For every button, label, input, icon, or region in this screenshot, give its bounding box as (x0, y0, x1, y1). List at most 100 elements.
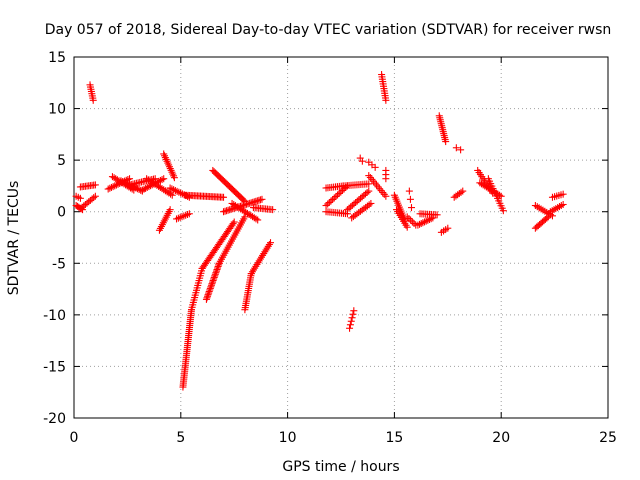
data-point (214, 264, 222, 272)
y-tick-label: -5 (52, 256, 66, 272)
data-point (330, 194, 338, 202)
data-point (112, 181, 120, 189)
data-point (109, 183, 117, 191)
data-point (417, 220, 425, 228)
data-point (252, 215, 260, 223)
data-point (215, 261, 223, 269)
data-point (380, 190, 388, 198)
x-tick-labels: 0 5 10 15 20 25 (70, 430, 617, 446)
data-point (269, 206, 277, 214)
data-point (405, 215, 413, 223)
data-point (145, 183, 153, 191)
y-tick-label: 5 (57, 153, 66, 169)
plot-frame (73, 56, 609, 419)
x-tick-label: 10 (279, 430, 297, 446)
data-point (371, 179, 379, 187)
data-point (258, 195, 266, 203)
data-point (207, 283, 215, 291)
x-axis-label: GPS time / hours (282, 459, 399, 475)
data-point (373, 181, 381, 189)
data-point (241, 213, 249, 221)
data-point (419, 219, 427, 227)
data-point (433, 211, 441, 219)
x-tick-label: 25 (599, 430, 617, 446)
data-point (104, 185, 112, 193)
data-point (416, 220, 424, 228)
data-point (374, 183, 382, 191)
data-point (156, 176, 164, 184)
data-point (371, 163, 379, 171)
data-point (89, 96, 97, 104)
data-point (403, 223, 411, 231)
data-point (76, 194, 84, 202)
data-point (379, 188, 387, 196)
data-point (414, 221, 422, 229)
data-point (106, 184, 114, 192)
data-point (170, 174, 178, 182)
data-point (368, 175, 376, 183)
x-tick-label: 0 (70, 430, 79, 446)
data-point (365, 180, 373, 188)
data-point (158, 176, 166, 184)
data-point (142, 184, 150, 192)
y-tick-label: 0 (57, 205, 66, 221)
data-point (346, 321, 354, 329)
data-point (403, 213, 411, 221)
data-point (208, 280, 216, 288)
data-point (338, 186, 346, 194)
data-point (214, 262, 222, 270)
data-point (166, 184, 174, 192)
data-point (422, 217, 430, 225)
data-point (332, 192, 340, 200)
data-point (170, 186, 178, 194)
data-point (204, 292, 212, 300)
data-point (117, 177, 125, 185)
data-point (220, 193, 228, 201)
data-point (365, 201, 373, 209)
data-point (175, 188, 183, 196)
data-point (209, 278, 217, 286)
data-point (206, 286, 214, 294)
data-point (349, 310, 357, 318)
data-point (91, 192, 99, 200)
data-point (166, 206, 174, 214)
chart-title: Day 057 of 2018, Sidereal Day-to-day VTE… (45, 22, 612, 38)
data-point (209, 277, 217, 285)
data-point (365, 172, 373, 180)
data-point (346, 324, 354, 332)
data-point (211, 270, 219, 278)
data-point (138, 186, 146, 194)
data-point (210, 275, 218, 283)
data-point (358, 157, 366, 165)
data-point (367, 199, 375, 207)
data-point (337, 188, 345, 196)
data-point (206, 284, 214, 292)
grid-lines (74, 57, 608, 418)
data-point (350, 307, 358, 315)
data-point (254, 216, 262, 224)
data-point (324, 200, 332, 208)
data-point (410, 219, 418, 227)
data-point (207, 281, 215, 289)
data-point (171, 187, 179, 195)
data-point (90, 194, 98, 202)
data-point (348, 314, 356, 322)
x-tick-label: 15 (385, 430, 403, 446)
data-point (325, 199, 333, 207)
data-point (107, 183, 115, 191)
data-point (133, 185, 141, 193)
axis-ticks (73, 56, 609, 419)
data-point (203, 294, 211, 302)
data-point (452, 144, 460, 152)
data-point (424, 216, 432, 224)
data-point (459, 187, 467, 195)
data-point (168, 191, 176, 199)
data-point (382, 192, 390, 200)
data-point (143, 183, 151, 191)
data-point (366, 173, 374, 181)
data-point (444, 224, 452, 232)
data-point (363, 189, 371, 197)
data-point (126, 175, 134, 183)
data-point (212, 267, 220, 275)
y-tick-labels: -20 -15 -10 -5 0 5 10 15 (43, 50, 66, 427)
